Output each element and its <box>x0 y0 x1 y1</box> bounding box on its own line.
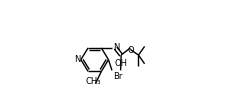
Text: CH₃: CH₃ <box>85 77 100 86</box>
Text: N: N <box>113 43 119 52</box>
Text: O: O <box>126 46 133 55</box>
Text: N: N <box>73 55 80 64</box>
Text: Br: Br <box>113 72 122 81</box>
Text: OH: OH <box>114 59 127 68</box>
